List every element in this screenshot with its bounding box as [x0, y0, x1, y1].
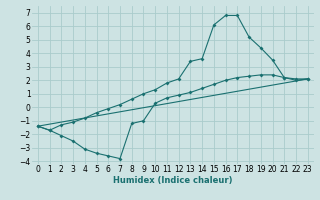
X-axis label: Humidex (Indice chaleur): Humidex (Indice chaleur) [113, 176, 233, 185]
